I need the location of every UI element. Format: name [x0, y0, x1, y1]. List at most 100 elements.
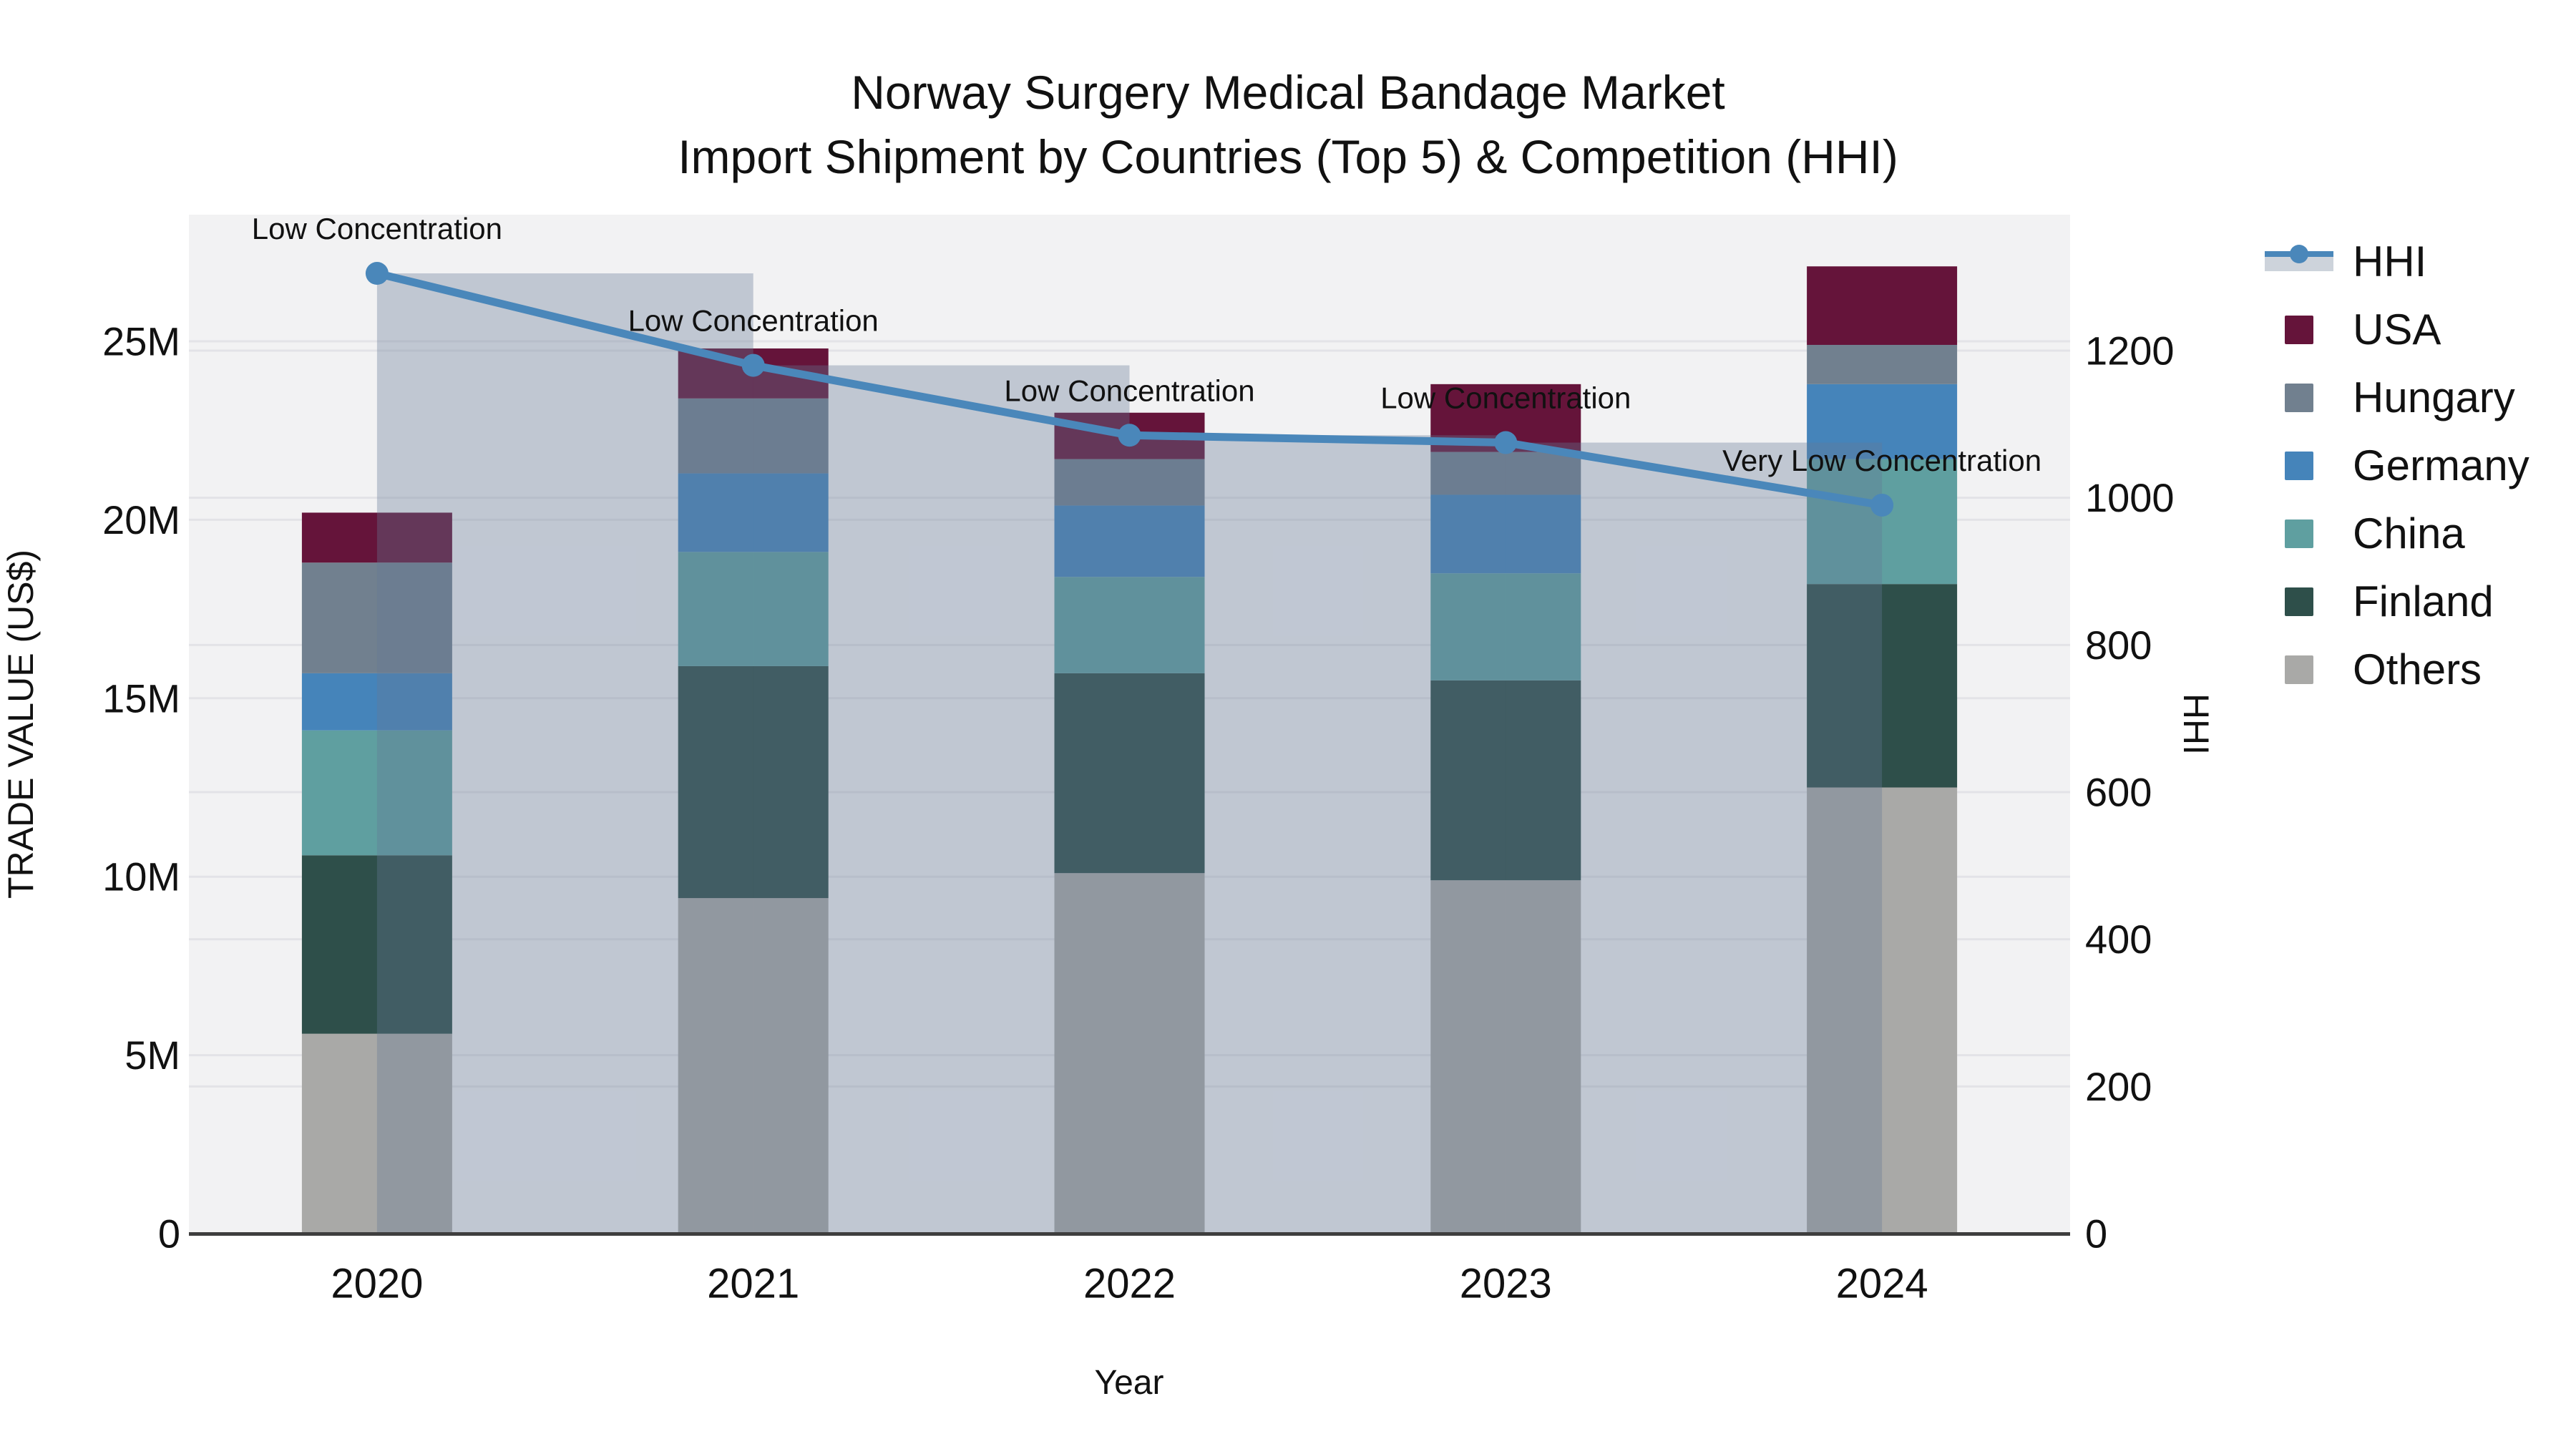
legend-label: Others: [2353, 645, 2482, 693]
legend-swatch-china: [2255, 519, 2343, 548]
legend-swatch-hungary: [2255, 383, 2343, 412]
x-tick-label-2023: 2023: [1460, 1261, 1552, 1307]
hhi-step-bar-2021: [753, 365, 1130, 1234]
x-tick-label-2022: 2022: [1083, 1261, 1176, 1307]
bar-segment-china-2021: [678, 552, 829, 666]
bar-segment-hungary-2022: [1054, 459, 1205, 506]
bar-segment-china-2023: [1430, 573, 1581, 680]
hhi-step-bar-2023: [1506, 442, 1883, 1234]
bar-group-2021: [678, 348, 829, 1234]
x-axis-line: [189, 1232, 2070, 1236]
bar-group-2024: [1807, 266, 1958, 1234]
y-tick-label-right: 0: [2085, 1211, 2107, 1257]
legend-swatch-germany: [2255, 451, 2343, 480]
y-tick-label-left: 15M: [102, 675, 180, 721]
bar-segment-others-2020: [301, 1033, 452, 1234]
y-tick-label-right: 1200: [2085, 328, 2175, 374]
bar-segment-usa-2020: [301, 512, 452, 563]
hhi-marker-2023: [1494, 431, 1518, 454]
y-tick-label-right: 400: [2085, 917, 2152, 962]
legend-swatch-finland: [2255, 587, 2343, 616]
hhi-marker-2024: [1870, 493, 1894, 517]
bar-segment-finland-2022: [1054, 673, 1205, 874]
bar-group-2020: [301, 512, 452, 1234]
bar-segment-china-2020: [301, 730, 452, 856]
x-tick-label-2020: 2020: [331, 1261, 423, 1307]
bar-segment-germany-2024: [1807, 384, 1958, 459]
legend-item-others[interactable]: Others: [2255, 635, 2529, 703]
bar-segment-finland-2023: [1430, 680, 1581, 881]
bar-segment-germany-2021: [678, 473, 829, 552]
annotation-2023: Low Concentration: [1380, 381, 1631, 415]
hhi-marker-2020: [365, 262, 389, 286]
right-axis-title: HHI: [2176, 693, 2216, 755]
bar-segment-hungary-2024: [1807, 344, 1958, 384]
legend-label: China: [2353, 509, 2465, 557]
bar-segment-finland-2021: [678, 665, 829, 899]
bar-group-2022: [1054, 412, 1205, 1234]
legend-item-hungary[interactable]: Hungary: [2255, 364, 2529, 431]
bar-segment-germany-2023: [1430, 494, 1581, 574]
legend-label: Finland: [2353, 577, 2494, 625]
chart-title-line2: Import Shipment by Countries (Top 5) & C…: [678, 130, 1898, 183]
x-axis-title: Year: [1095, 1364, 1164, 1402]
x-tick-label-2024: 2024: [1836, 1261, 1928, 1307]
bar-segment-finland-2024: [1807, 584, 1958, 788]
y-tick-label-right: 600: [2085, 770, 2152, 815]
y-tick-label-left: 25M: [102, 319, 180, 364]
bar-segment-others-2021: [678, 898, 829, 1234]
legend-label: Germany: [2353, 441, 2529, 489]
x-tick-label-2021: 2021: [707, 1261, 799, 1307]
hhi-marker-2021: [741, 353, 765, 377]
legend-item-germany[interactable]: Germany: [2255, 431, 2529, 499]
bar-segment-china-2022: [1054, 577, 1205, 673]
x-axis-baseline: [189, 1232, 2070, 1236]
bar-segment-china-2024: [1807, 459, 1958, 585]
bar-segment-germany-2022: [1054, 505, 1205, 577]
y-tick-label-left: 10M: [102, 854, 180, 899]
annotation-2022: Low Concentration: [1004, 374, 1254, 407]
y-axis-title: TRADE VALUE (US$): [1, 550, 41, 899]
stacked-bars: [301, 266, 1958, 1234]
annotation-2021: Low Concentration: [628, 304, 879, 338]
chart-title-line1: Norway Surgery Medical Bandage Market: [851, 66, 1725, 119]
bar-segment-hungary-2021: [678, 398, 829, 474]
legend-item-finland[interactable]: Finland: [2255, 567, 2529, 635]
hhi-marker-2022: [1118, 424, 1141, 447]
legend-label: USA: [2353, 306, 2441, 353]
bar-segment-germany-2020: [301, 673, 452, 731]
tick-labels: 0 5M 10M 15M 20M 25M 0 200 400 600 800 1000 1200 2020…: [102, 319, 2175, 1307]
bar-segment-hungary-2023: [1430, 452, 1581, 495]
bar-segment-others-2024: [1807, 787, 1958, 1234]
legend-item-usa[interactable]: USA: [2255, 296, 2529, 364]
annotation-2024: Very Low Concentration: [1722, 444, 2041, 477]
legend-line-sample: [2255, 244, 2343, 271]
legend-item-hhi[interactable]: HHI: [2255, 228, 2529, 296]
y-tick-label-right: 800: [2085, 623, 2152, 668]
hhi-step-bar-2020: [376, 273, 753, 1234]
y-tick-label-left: 5M: [125, 1033, 180, 1078]
annotation-2020: Low Concentration: [252, 212, 502, 245]
legend-swatch-others: [2255, 655, 2343, 684]
y-tick-label-right: 200: [2085, 1064, 2152, 1109]
legend-label: HHI: [2353, 238, 2427, 286]
y-tick-label-right: 1000: [2085, 475, 2175, 520]
legend: HHI USA Hungary Germany China Finland Others: [2255, 228, 2529, 703]
bar-group-2023: [1430, 384, 1581, 1234]
bar-segment-hungary-2020: [301, 562, 452, 673]
y-tick-label-left: 20M: [102, 497, 180, 542]
legend-label: Hungary: [2353, 374, 2515, 421]
bar-segment-finland-2020: [301, 855, 452, 1034]
bar-segment-others-2023: [1430, 880, 1581, 1234]
bar-segment-usa-2024: [1807, 266, 1958, 345]
hhi-line: [365, 262, 1894, 517]
hhi-step-bars: [376, 273, 1883, 1234]
y-tick-label-left: 0: [158, 1211, 180, 1257]
hhi-step-bar-2022: [1129, 435, 1506, 1234]
bar-segment-others-2022: [1054, 873, 1205, 1234]
legend-item-china[interactable]: China: [2255, 499, 2529, 567]
annotations: Low Concentration Low Concentration Low Co…: [252, 212, 2041, 477]
legend-swatch-usa: [2255, 315, 2343, 344]
